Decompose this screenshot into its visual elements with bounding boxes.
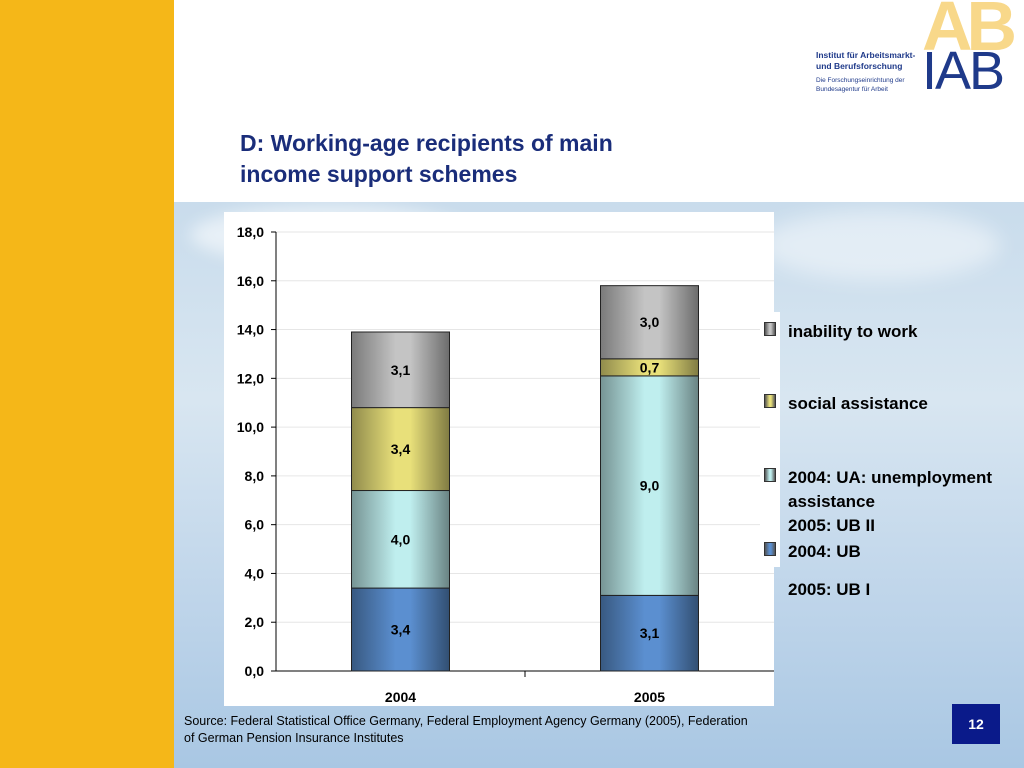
legend-label-line: assistance [788, 492, 875, 511]
legend-label-line: 2004: UB [788, 542, 861, 561]
logo-background-letters: AB [922, 0, 1017, 65]
y-tick-label: 0,0 [245, 663, 265, 679]
logo-text-line1: Institut für Arbeitsmarkt- [816, 50, 916, 60]
y-tick-label: 16,0 [237, 273, 264, 289]
legend-label-line: 2005: UB I [788, 580, 871, 599]
iab-logo: AB IAB Institut für Arbeitsmarkt- und Be… [814, 0, 1024, 98]
x-tick-label: 2005 [634, 689, 665, 705]
y-tick-label: 4,0 [245, 565, 265, 581]
data-label: 3,4 [391, 441, 411, 457]
bar-segment [351, 407, 450, 492]
y-tick-label: 18,0 [237, 224, 264, 240]
legend-swatch [764, 468, 776, 482]
source-note: Source: Federal Statistical Office Germa… [184, 713, 844, 747]
page-number: 12 [952, 704, 1000, 744]
logo-text-line3: Die Forschungseinrichtung der [816, 77, 905, 84]
data-label: 3,1 [640, 625, 660, 641]
source-line-2: of German Pension Insurance Institutes [184, 731, 404, 745]
x-tick-label: 2004 [385, 689, 416, 705]
legend-swatch [764, 394, 776, 408]
source-line-1: Source: Federal Statistical Office Germa… [184, 714, 748, 728]
y-tick-label: 10,0 [237, 419, 264, 435]
data-label: 3,0 [640, 314, 660, 330]
data-label: 3,4 [391, 622, 411, 638]
data-label: 3,1 [391, 362, 411, 378]
legend-label-line: 2005: UB II [788, 516, 875, 535]
bar-segment [600, 375, 699, 596]
slide-title: D: Working-age recipients of main income… [240, 128, 760, 190]
legend-label: 2004: UA: unemployment assistance 2005: UB… [788, 466, 992, 538]
cloud-decoration [760, 210, 1000, 280]
legend-swatch [764, 542, 776, 556]
y-tick-label: 8,0 [245, 468, 265, 484]
legend-label: social assistance [788, 392, 928, 416]
bar-segment [600, 594, 699, 672]
logo-wordmark: IAB [922, 41, 1005, 98]
y-tick-label: 6,0 [245, 517, 265, 533]
data-label: 0,7 [640, 359, 660, 375]
y-tick-label: 2,0 [245, 614, 265, 630]
y-tick-label: 12,0 [237, 370, 264, 386]
logo-text-line4: Bundesagentur für Arbeit [816, 86, 888, 93]
data-label: 4,0 [391, 531, 411, 547]
legend-label-line: social assistance [788, 394, 928, 413]
bar-segment [351, 490, 450, 589]
bar-segment [600, 285, 699, 360]
left-accent-band [0, 0, 174, 768]
title-line-2: income support schemes [240, 161, 518, 187]
data-label: 9,0 [640, 478, 660, 494]
legend-label: 2004: UB 2005: UB I [788, 540, 870, 602]
stacked-bar-chart: 0,0 2,0 4,0 6,0 8,0 10,0 12,0 14,0 16,0 18,0 3,4 4,… [237, 224, 774, 705]
legend-swatch-panel [760, 312, 780, 567]
bar-segment [351, 331, 450, 409]
legend-label-line: inability to work [788, 322, 918, 341]
y-tick-label: 14,0 [237, 322, 264, 338]
logo-text-line2: und Berufsforschung [816, 61, 903, 71]
legend-swatch [764, 322, 776, 336]
title-line-1: D: Working-age recipients of main [240, 130, 613, 156]
legend-label: inability to work [788, 320, 917, 344]
legend-label-line: 2004: UA: unemployment [788, 468, 993, 487]
